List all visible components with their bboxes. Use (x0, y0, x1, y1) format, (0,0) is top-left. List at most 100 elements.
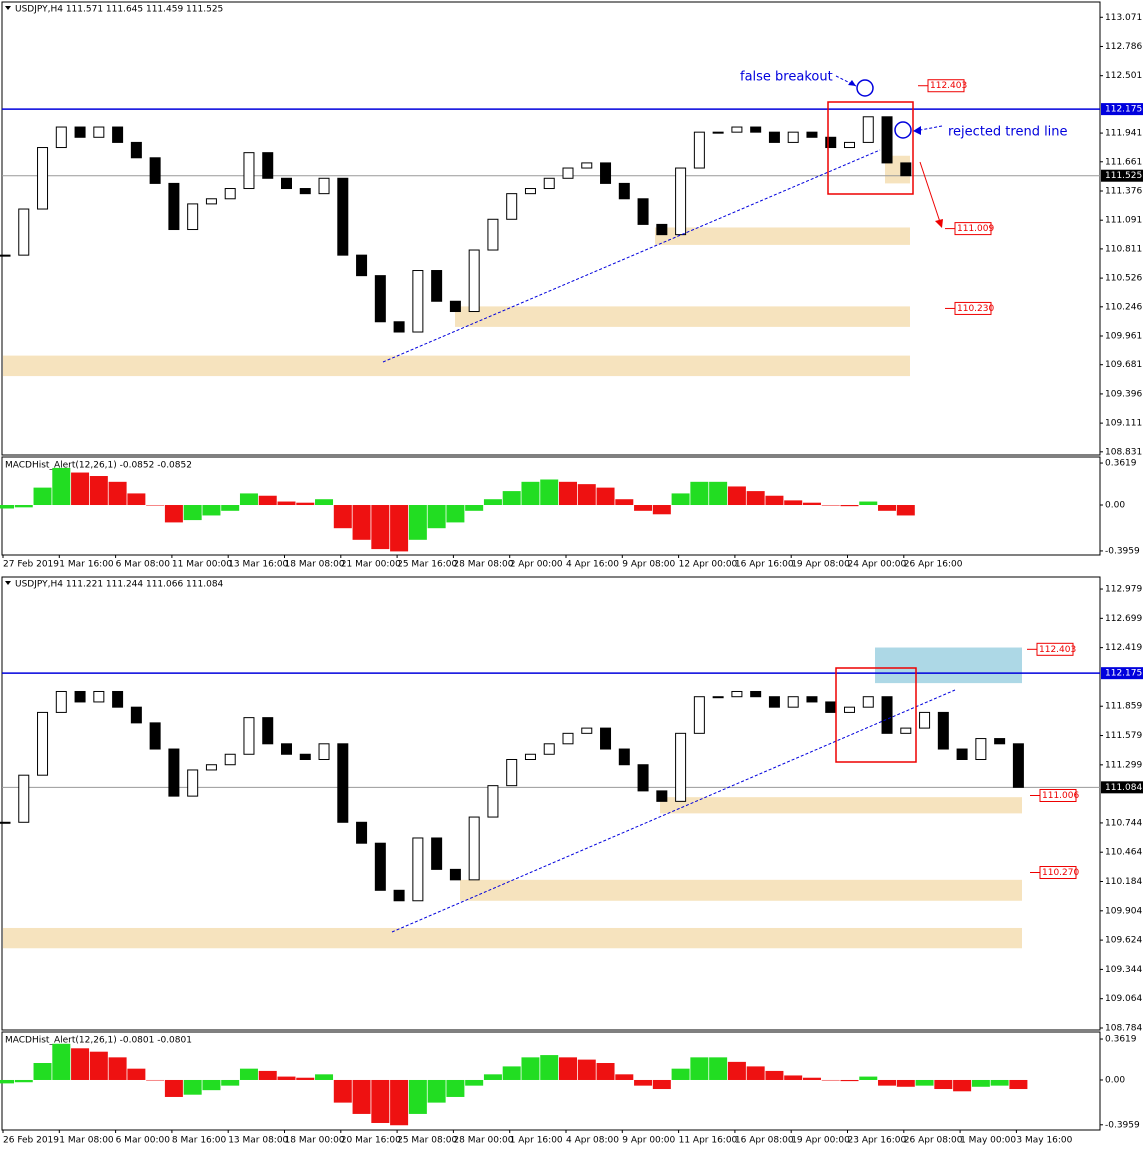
macd-bar (709, 1057, 728, 1080)
macd-bar (333, 505, 352, 529)
y-tick-label: 112.699 (1105, 614, 1142, 624)
macd-bar (784, 1075, 803, 1080)
header-triangle (5, 581, 11, 585)
macd-bar (502, 491, 521, 506)
macd-bar (821, 505, 840, 506)
macd-header: MACDHist_Alert(12,26,1) -0.0852 -0.0852 (5, 461, 192, 471)
candle-body (299, 753, 311, 760)
marker-circle (894, 121, 912, 139)
level-box (927, 79, 965, 93)
y-tick-label: 109.904 (1105, 906, 1142, 916)
x-tick-label: 1 May 00:00 (960, 1136, 1016, 1146)
level-box (1036, 642, 1074, 656)
candle-body (600, 162, 612, 184)
candle-body (543, 743, 555, 755)
x-tick-label: 1 Mar 16:00 (59, 560, 114, 570)
y-tick-label: 108.784 (1105, 1024, 1142, 1034)
candle-body (393, 321, 405, 333)
candle-body (374, 275, 386, 323)
y-tick-label: 109.344 (1105, 965, 1142, 975)
y-tick-label: 111.091 (1105, 216, 1142, 226)
candle-body (768, 696, 780, 708)
candle-body (187, 203, 199, 231)
macd-bar (859, 501, 878, 506)
macd-bar (634, 505, 653, 511)
candle-body (205, 198, 217, 205)
support-zone (660, 797, 1022, 814)
macd-bar (559, 1057, 577, 1080)
macd-bar (127, 493, 146, 506)
trend-line (382, 149, 881, 363)
macd-bar (896, 1079, 915, 1087)
candle-body (299, 188, 311, 195)
macd-bar (596, 1063, 615, 1080)
y-tick-label: 108.831 (1105, 447, 1142, 457)
arrow-head (935, 219, 943, 228)
candle-body (675, 732, 687, 802)
price-marker (1101, 169, 1143, 182)
macd-bar (802, 502, 821, 506)
x-tick-label: 2 Apr 00:00 (510, 560, 563, 570)
macd-bar (52, 1043, 71, 1080)
arrow-head (848, 80, 856, 86)
x-tick-label: 26 Feb 2019 (3, 1136, 59, 1146)
macd-bar (446, 505, 465, 523)
macd-bar (878, 505, 897, 511)
candle-body (581, 162, 593, 169)
x-tick-label: 9 Apr 00:00 (622, 1136, 675, 1146)
marker-circle (856, 79, 874, 97)
y-tick-label: 111.859 (1105, 702, 1142, 712)
macd-bar (821, 1079, 840, 1081)
candle-body (656, 790, 668, 802)
candle-body (900, 727, 912, 734)
macd-bar (52, 467, 71, 506)
candle-body (187, 769, 199, 797)
x-tick-label: 6 Mar 08:00 (116, 560, 171, 570)
x-tick-label: 6 Mar 00:00 (116, 1136, 171, 1146)
candle-body (318, 743, 330, 760)
macd-bar (709, 481, 728, 506)
y-tick-label: -0.3959 (1105, 546, 1140, 556)
x-tick-label: 26 Apr 08:00 (904, 1136, 963, 1146)
y-tick-label: 109.064 (1105, 994, 1142, 1004)
candle-body (600, 727, 612, 750)
arrow (919, 161, 941, 223)
candle-body (0, 254, 11, 257)
macd-bar (277, 501, 296, 506)
macd-bar (390, 505, 409, 552)
price-panel (1, 1, 1101, 456)
macd-bar (953, 1079, 972, 1092)
macd-bar (221, 505, 240, 511)
candle-body (994, 738, 1006, 745)
macd-bar (690, 1057, 709, 1080)
x-tick-label: 28 Mar 00:00 (453, 1136, 513, 1146)
candle-body (712, 696, 724, 699)
macd-bar (164, 505, 183, 523)
price-marker (1101, 781, 1143, 794)
macd-bar (239, 493, 258, 506)
x-tick-label: 23 Apr 16:00 (848, 1136, 907, 1146)
candle-body (130, 141, 142, 159)
level-box (954, 222, 992, 236)
candle-body (1012, 743, 1024, 788)
candle-body (168, 182, 180, 231)
x-tick-label: 4 Apr 08:00 (566, 1136, 619, 1146)
candle-body (337, 177, 349, 256)
x-tick-label: 9 Apr 08:00 (622, 560, 675, 570)
x-tick-label: 18 Mar 08:00 (285, 560, 345, 570)
price-panel (1, 576, 1101, 1031)
candle-body (825, 136, 837, 149)
macd-bar (183, 505, 202, 521)
macd-bar (465, 1079, 484, 1086)
x-tick-label: 8 Mar 16:00 (172, 1136, 227, 1146)
y-tick-label: 109.961 (1105, 332, 1142, 342)
macd-bar (483, 499, 502, 506)
candle-body (449, 868, 461, 881)
macd-bar (258, 495, 277, 506)
candle-body (506, 193, 518, 220)
candle-body (374, 842, 386, 891)
level-label: 111.009 (957, 224, 994, 234)
price-label: 111.525 (1105, 171, 1142, 181)
arrow-head (913, 126, 921, 135)
macd-bar (521, 481, 540, 506)
